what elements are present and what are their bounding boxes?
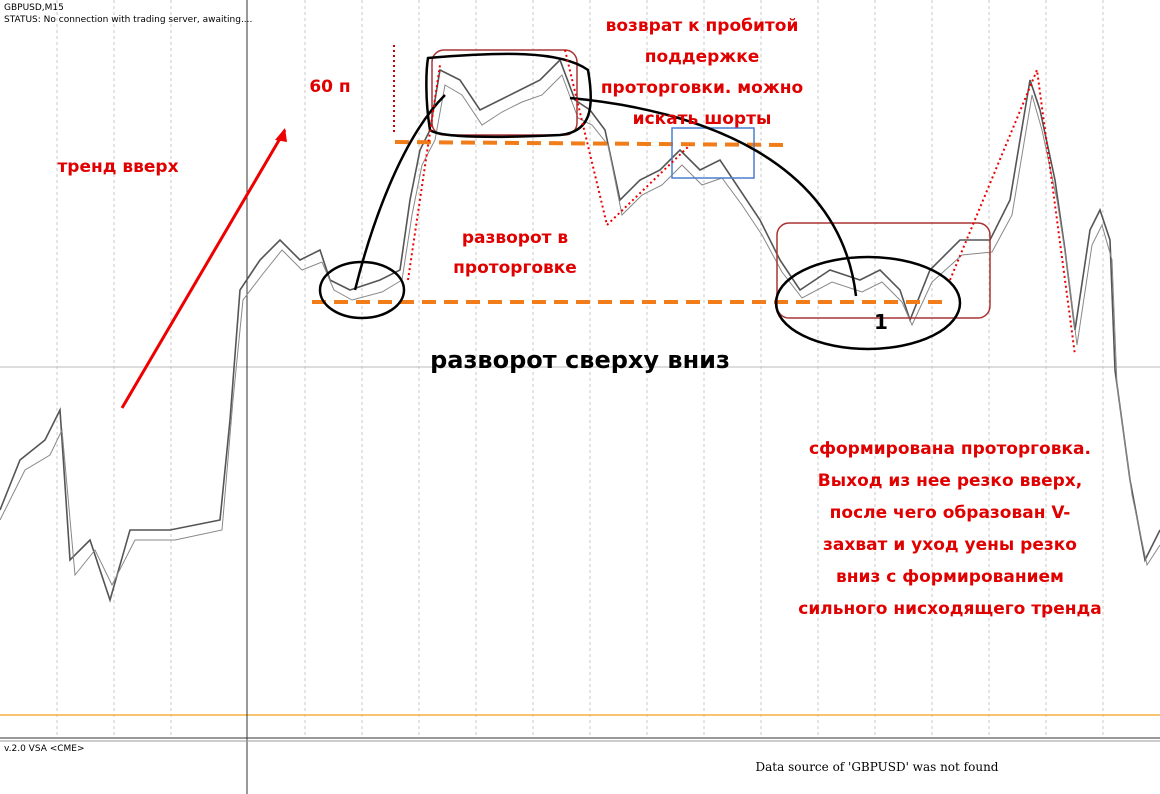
annotation: после чего образован V- <box>830 503 1071 523</box>
annotation: вниз с формированием <box>836 567 1064 587</box>
annotation: захват и уход уены резко <box>823 535 1077 555</box>
annotation: возврат к пробитой <box>606 16 799 36</box>
price-line-noise <box>0 74 1160 587</box>
chart-title: разворот сверху вниз <box>430 346 730 374</box>
symbol: GBPUSD,M15 <box>4 3 64 13</box>
annotation: проторговке <box>453 258 577 278</box>
status: STATUS: No connection with trading serve… <box>4 15 252 25</box>
annotation: тренд вверх <box>57 157 178 177</box>
annotation: Выход из нее резко вверх, <box>818 471 1082 491</box>
annotation: сильного нисходящего тренда <box>798 599 1101 619</box>
annotation: 60 п <box>309 77 350 97</box>
indicator-label: v.2.0 VSA <CME> <box>4 744 85 754</box>
annotation: сформирована проторговка. <box>809 439 1091 459</box>
annotation: поддержке <box>645 47 760 67</box>
annotation: искать шорты <box>633 109 772 129</box>
annotation: проторговки. можно <box>601 78 803 98</box>
label-number: 1 <box>874 310 888 334</box>
annotation: разворот в <box>462 228 569 248</box>
price-line <box>0 58 1160 603</box>
annotations-shapes <box>120 45 1076 409</box>
indicator-message: Data source of 'GBPUSD' was not found <box>756 760 999 774</box>
